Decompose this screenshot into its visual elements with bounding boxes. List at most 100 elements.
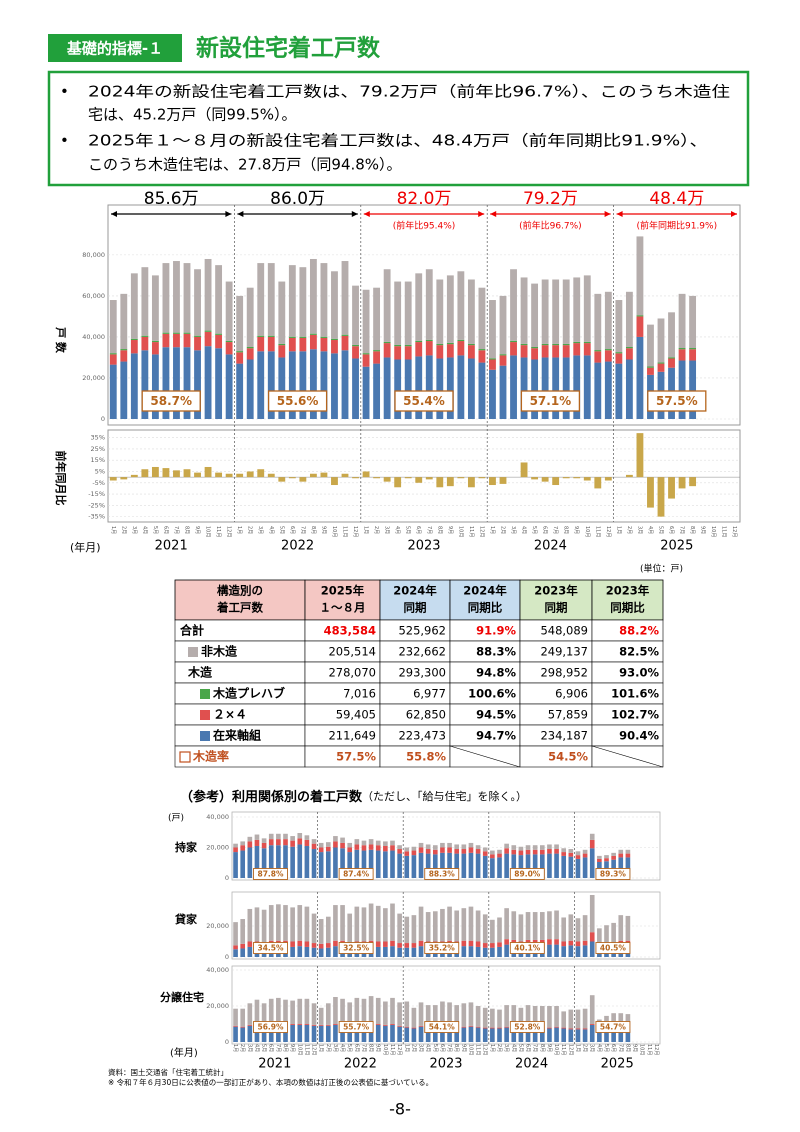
cell-value: 94.5% [476, 708, 516, 722]
bar-segment [618, 853, 624, 858]
bar-segment [390, 850, 395, 878]
bar-segment [561, 1027, 567, 1029]
x-tick-label: 11月 [594, 526, 600, 537]
bar-segment [604, 361, 612, 419]
bar-segment [375, 905, 381, 942]
x-tick-label: 12月 [352, 526, 358, 537]
bar-segment [604, 925, 609, 944]
y-tick-label: 40,000 [206, 813, 229, 821]
x-tick-label: 2月 [120, 526, 126, 534]
bar-segment [390, 1024, 395, 1042]
bar-segment [304, 1024, 310, 1042]
bar-segment [461, 853, 467, 878]
bar-segment [151, 275, 159, 341]
bar-segment [582, 1028, 588, 1030]
bar [151, 466, 159, 478]
bar-segment [573, 341, 581, 344]
bar-segment [373, 363, 381, 419]
wood-ratio: 55.6% [277, 394, 319, 408]
bar-segment [333, 905, 338, 941]
bar-segment [276, 833, 281, 840]
bar [562, 477, 570, 479]
bar-segment [499, 365, 507, 419]
bar-segment [425, 269, 433, 340]
x-tick-label: 7月 [360, 1044, 366, 1052]
ratio-box [338, 868, 374, 880]
bar-segment [361, 907, 367, 942]
bar-segment [552, 279, 560, 344]
ratio-box [647, 390, 707, 412]
bar-segment [130, 273, 138, 339]
summary-box [47, 70, 750, 187]
bar-segment [397, 943, 402, 948]
bar-segment [383, 941, 388, 947]
bar-segment [552, 343, 560, 346]
bar-segment [309, 258, 317, 334]
bar-segment [489, 358, 496, 360]
ratio-box [509, 868, 545, 880]
bar-segment [425, 1005, 431, 1026]
bar-segment [531, 283, 539, 347]
header-cell [379, 579, 451, 621]
bar-segment [511, 845, 517, 850]
bar-segment [490, 943, 495, 948]
bar-segment [604, 349, 612, 351]
bar-segment [383, 269, 391, 342]
bar-segment [304, 998, 310, 1024]
bar-segment [325, 947, 331, 957]
bar-segment [397, 947, 402, 957]
bar-segment [311, 1025, 317, 1042]
bar-segment [268, 1024, 274, 1042]
bar-segment [497, 942, 502, 947]
bar-segment [375, 1024, 381, 1042]
bar-segment [547, 911, 552, 940]
x-tick-label: 6月 [353, 1044, 359, 1052]
bar-segment [318, 1007, 324, 1025]
bar-segment [418, 940, 424, 947]
bar-segment [636, 315, 644, 317]
bar-segment [333, 841, 338, 848]
cell-value: 94.8% [476, 666, 516, 680]
x-tick-label: 3月 [332, 1044, 338, 1052]
bar-segment [583, 341, 591, 344]
cell-value: 483,584 [324, 624, 376, 638]
bar-segment [362, 354, 370, 367]
bar-segment [532, 845, 538, 850]
x-tick-label: 12月 [226, 526, 232, 537]
bar-segment [383, 1024, 388, 1026]
cell-value: 59,405 [336, 708, 376, 722]
bar-segment [362, 289, 370, 354]
bar-segment [194, 336, 201, 351]
bar-segment [454, 844, 460, 850]
bar-segment [647, 367, 654, 375]
bar-segment [552, 345, 560, 358]
bar-segment [511, 854, 517, 878]
bar-segment [411, 1028, 417, 1042]
bar-segment [568, 856, 574, 878]
bar-segment [589, 932, 595, 942]
bar-segment [288, 337, 296, 352]
x-tick-label: 3月 [384, 526, 390, 534]
x-tick-label: 10月 [296, 1044, 302, 1055]
bar-segment [173, 332, 180, 334]
header-text: 同期比 [468, 601, 503, 615]
x-tick-label: 4月 [394, 526, 400, 534]
bar-segment [611, 922, 616, 944]
bar-segment [532, 854, 538, 878]
bar-segment [352, 285, 359, 345]
bar-segment [568, 1009, 574, 1029]
x-tick-label: 6月 [525, 1044, 531, 1052]
ratio-box [394, 390, 454, 412]
x-tick-label: 2月 [325, 1044, 331, 1052]
bar-segment [568, 945, 574, 957]
bar-segment [504, 853, 509, 878]
bar-segment [504, 1005, 509, 1027]
wood-ratio: 40.1% [514, 944, 541, 953]
bar-segment [531, 359, 539, 419]
marker [200, 710, 210, 720]
bar [657, 477, 665, 517]
bar-segment [404, 847, 410, 852]
bar-segment [236, 352, 244, 364]
cell-value: 90.4% [619, 729, 659, 743]
x-tick-label: 10月 [457, 526, 463, 537]
